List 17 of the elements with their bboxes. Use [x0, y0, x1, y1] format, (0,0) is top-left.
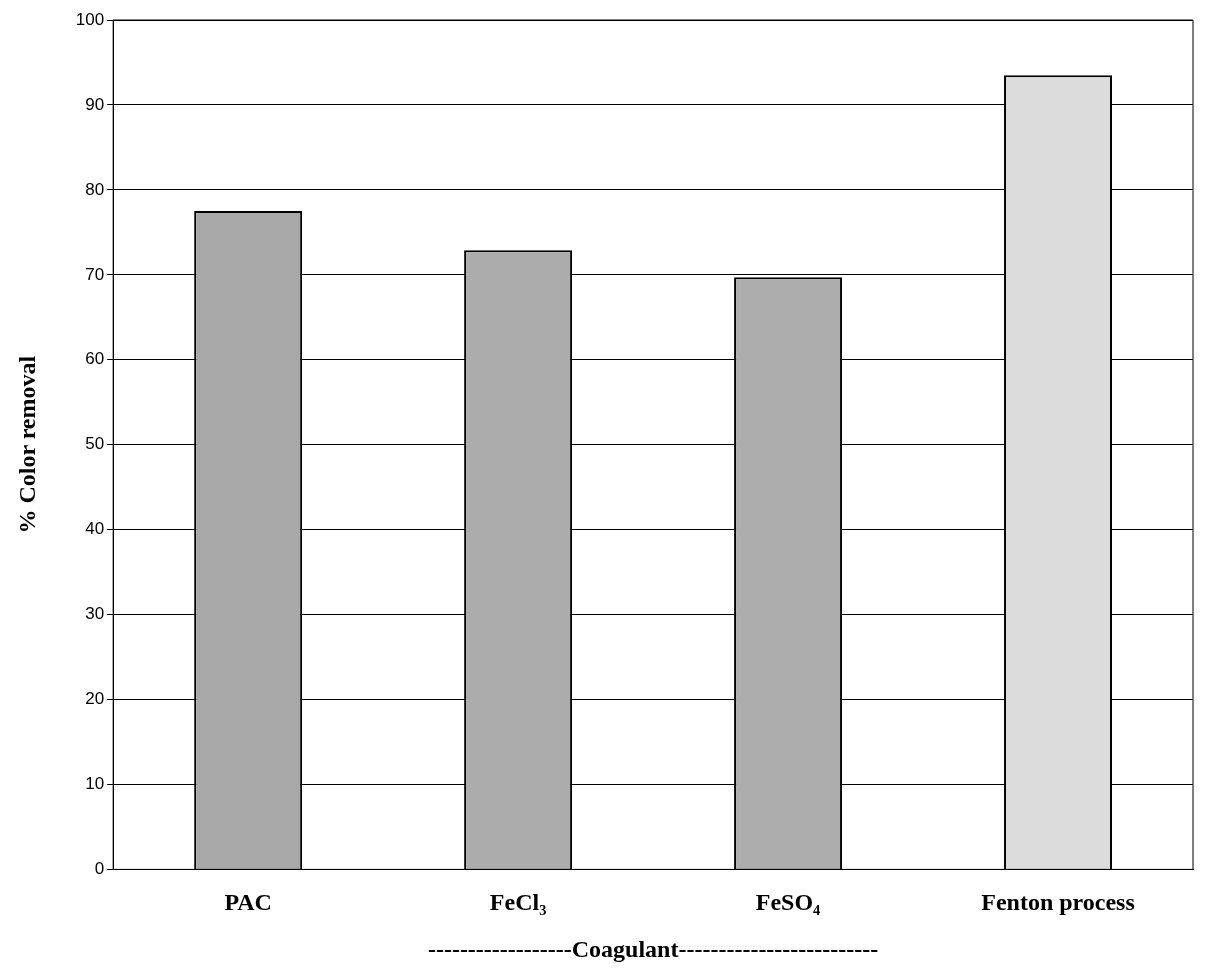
y-tick-label: 90	[85, 94, 105, 114]
x-tick-label: PAC	[224, 889, 272, 915]
y-tick-label: 0	[94, 859, 105, 879]
y-tick-label: 30	[85, 604, 105, 624]
y-tick-label: 70	[85, 264, 105, 284]
y-tick-label: 100	[75, 9, 105, 29]
y-tick-label: 40	[85, 519, 105, 539]
x-axis-title: ------------------Coagulant-------------------------	[427, 935, 879, 962]
y-tick-label: 50	[85, 434, 105, 454]
x-tick-label: FeSO₄	[755, 889, 821, 915]
y-axis-title: % Color removal	[13, 355, 40, 534]
y-tick-label: 20	[85, 689, 105, 709]
y-tick-label: 10	[85, 774, 105, 794]
x-tick-label: Fenton process	[981, 889, 1135, 915]
y-tick-label: 80	[85, 179, 105, 199]
y-tick-label: 60	[85, 349, 105, 369]
x-tick-label: FeCl₃	[489, 889, 547, 915]
